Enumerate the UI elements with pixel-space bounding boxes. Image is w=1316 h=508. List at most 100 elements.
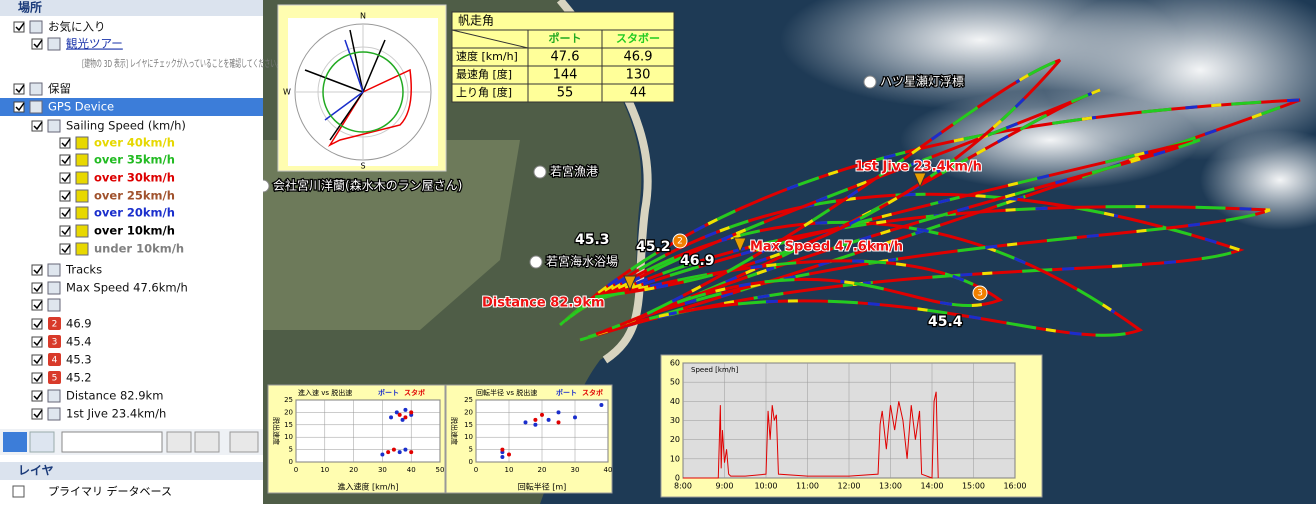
checkbox[interactable] — [31, 318, 43, 330]
legend-entry: ポート — [556, 388, 577, 397]
checkbox[interactable] — [59, 137, 71, 149]
check — [15, 22, 25, 32]
checkbox[interactable] — [13, 83, 25, 95]
checkbox[interactable] — [59, 225, 71, 237]
check — [61, 155, 71, 165]
x-tick-label: 30 — [378, 466, 387, 474]
search-input[interactable] — [61, 431, 163, 453]
search-button[interactable] — [3, 432, 27, 452]
checkbox[interactable] — [31, 282, 43, 294]
checkbox[interactable] — [31, 408, 43, 420]
badge-number: 3 — [52, 338, 58, 348]
place-pin — [863, 75, 877, 89]
checkbox[interactable] — [59, 190, 71, 202]
x-tick-label: 15:00 — [962, 482, 985, 491]
checkbox[interactable] — [13, 21, 25, 33]
item-label: [建物の 3D 表示] レイヤにチェックが入っていることを確認してください。 — [82, 57, 282, 70]
item-label: over 40km/h — [94, 136, 175, 150]
y-tick-label: 5 — [469, 446, 473, 454]
search-toolbar — [0, 429, 263, 455]
table-cell: 144 — [553, 68, 578, 83]
track-segment — [574, 88, 1101, 333]
checkbox[interactable] — [31, 38, 43, 50]
checkbox[interactable] — [31, 390, 43, 402]
item-icon — [75, 136, 89, 150]
checkbox[interactable] — [31, 354, 43, 366]
item-icon — [75, 153, 89, 167]
item-label: over 10km/h — [94, 224, 175, 238]
item-label: Max Speed 47.6km/h — [66, 281, 188, 295]
y-tick-label: 20 — [284, 408, 293, 416]
up-button[interactable] — [166, 431, 192, 453]
check — [33, 300, 43, 310]
point — [556, 420, 561, 425]
legend-entry: スタボ — [404, 388, 425, 397]
check — [33, 409, 43, 419]
checkbox[interactable] — [59, 207, 71, 219]
place-pin — [529, 255, 543, 269]
x-tick-label: 10:00 — [754, 482, 777, 491]
check — [33, 391, 43, 401]
x-tick-label: 50 — [436, 466, 445, 474]
point — [523, 420, 528, 425]
item-label: over 35km/h — [94, 153, 175, 167]
item-icon — [75, 171, 89, 185]
checkbox[interactable] — [59, 154, 71, 166]
table-cell: 速度 [km/h] — [456, 49, 518, 63]
x-tick-label: 40 — [604, 466, 613, 474]
item-label: 46.9 — [66, 317, 92, 331]
sidebar — [0, 0, 263, 504]
point — [389, 415, 394, 420]
point — [556, 410, 561, 415]
point — [500, 455, 505, 460]
check — [33, 39, 43, 49]
y-tick-label: 50 — [670, 378, 680, 387]
item-icon — [47, 407, 61, 421]
polar-west: W — [283, 88, 291, 97]
badge-label: 2 — [677, 237, 683, 247]
y-tick-label: 60 — [670, 359, 680, 368]
check — [33, 373, 43, 383]
x-tick-label: 40 — [407, 466, 416, 474]
polar-north: N — [360, 12, 366, 21]
panel-button[interactable] — [29, 431, 55, 453]
item-icon — [47, 263, 61, 277]
badge — [48, 317, 61, 330]
table-grid — [451, 29, 674, 102]
checkbox[interactable] — [31, 264, 43, 276]
map-annotation: 45.2 — [636, 239, 671, 255]
checkbox[interactable] — [31, 120, 43, 132]
y-tick-label: 15 — [464, 421, 473, 429]
checkbox[interactable] — [13, 101, 25, 113]
track-segment — [564, 192, 1245, 339]
check — [33, 121, 43, 131]
map-annotation: 45.3 — [575, 232, 610, 248]
checkbox[interactable] — [31, 372, 43, 384]
point — [507, 452, 511, 457]
check — [33, 283, 43, 293]
y-tick-label: 25 — [284, 396, 293, 404]
point — [540, 412, 544, 417]
checkbox[interactable] — [31, 336, 43, 348]
checkbox[interactable] — [59, 172, 71, 184]
table-header: ポート — [549, 31, 582, 45]
y-tick-label: 0 — [289, 458, 293, 466]
down-button[interactable] — [194, 431, 220, 453]
checkbox[interactable] — [59, 243, 71, 255]
layers-item: プライマリ データベース — [48, 484, 172, 498]
legend-entry: ポート — [378, 388, 399, 397]
table-cell: 47.6 — [551, 50, 580, 65]
item-label: over 20km/h — [94, 206, 175, 220]
x-tick-label: 10 — [320, 466, 329, 474]
checkbox[interactable] — [31, 299, 43, 311]
layers-checkbox[interactable] — [12, 485, 25, 498]
point — [546, 417, 551, 422]
folder-button[interactable] — [229, 431, 259, 453]
map-pin — [623, 275, 637, 292]
item-label: 保留 — [48, 82, 71, 96]
place-label: 会社宮川洋蘭(森水木のラン屋さん) — [273, 178, 462, 193]
item-label: GPS Device — [48, 100, 114, 114]
item-label: Tracks — [65, 263, 102, 277]
